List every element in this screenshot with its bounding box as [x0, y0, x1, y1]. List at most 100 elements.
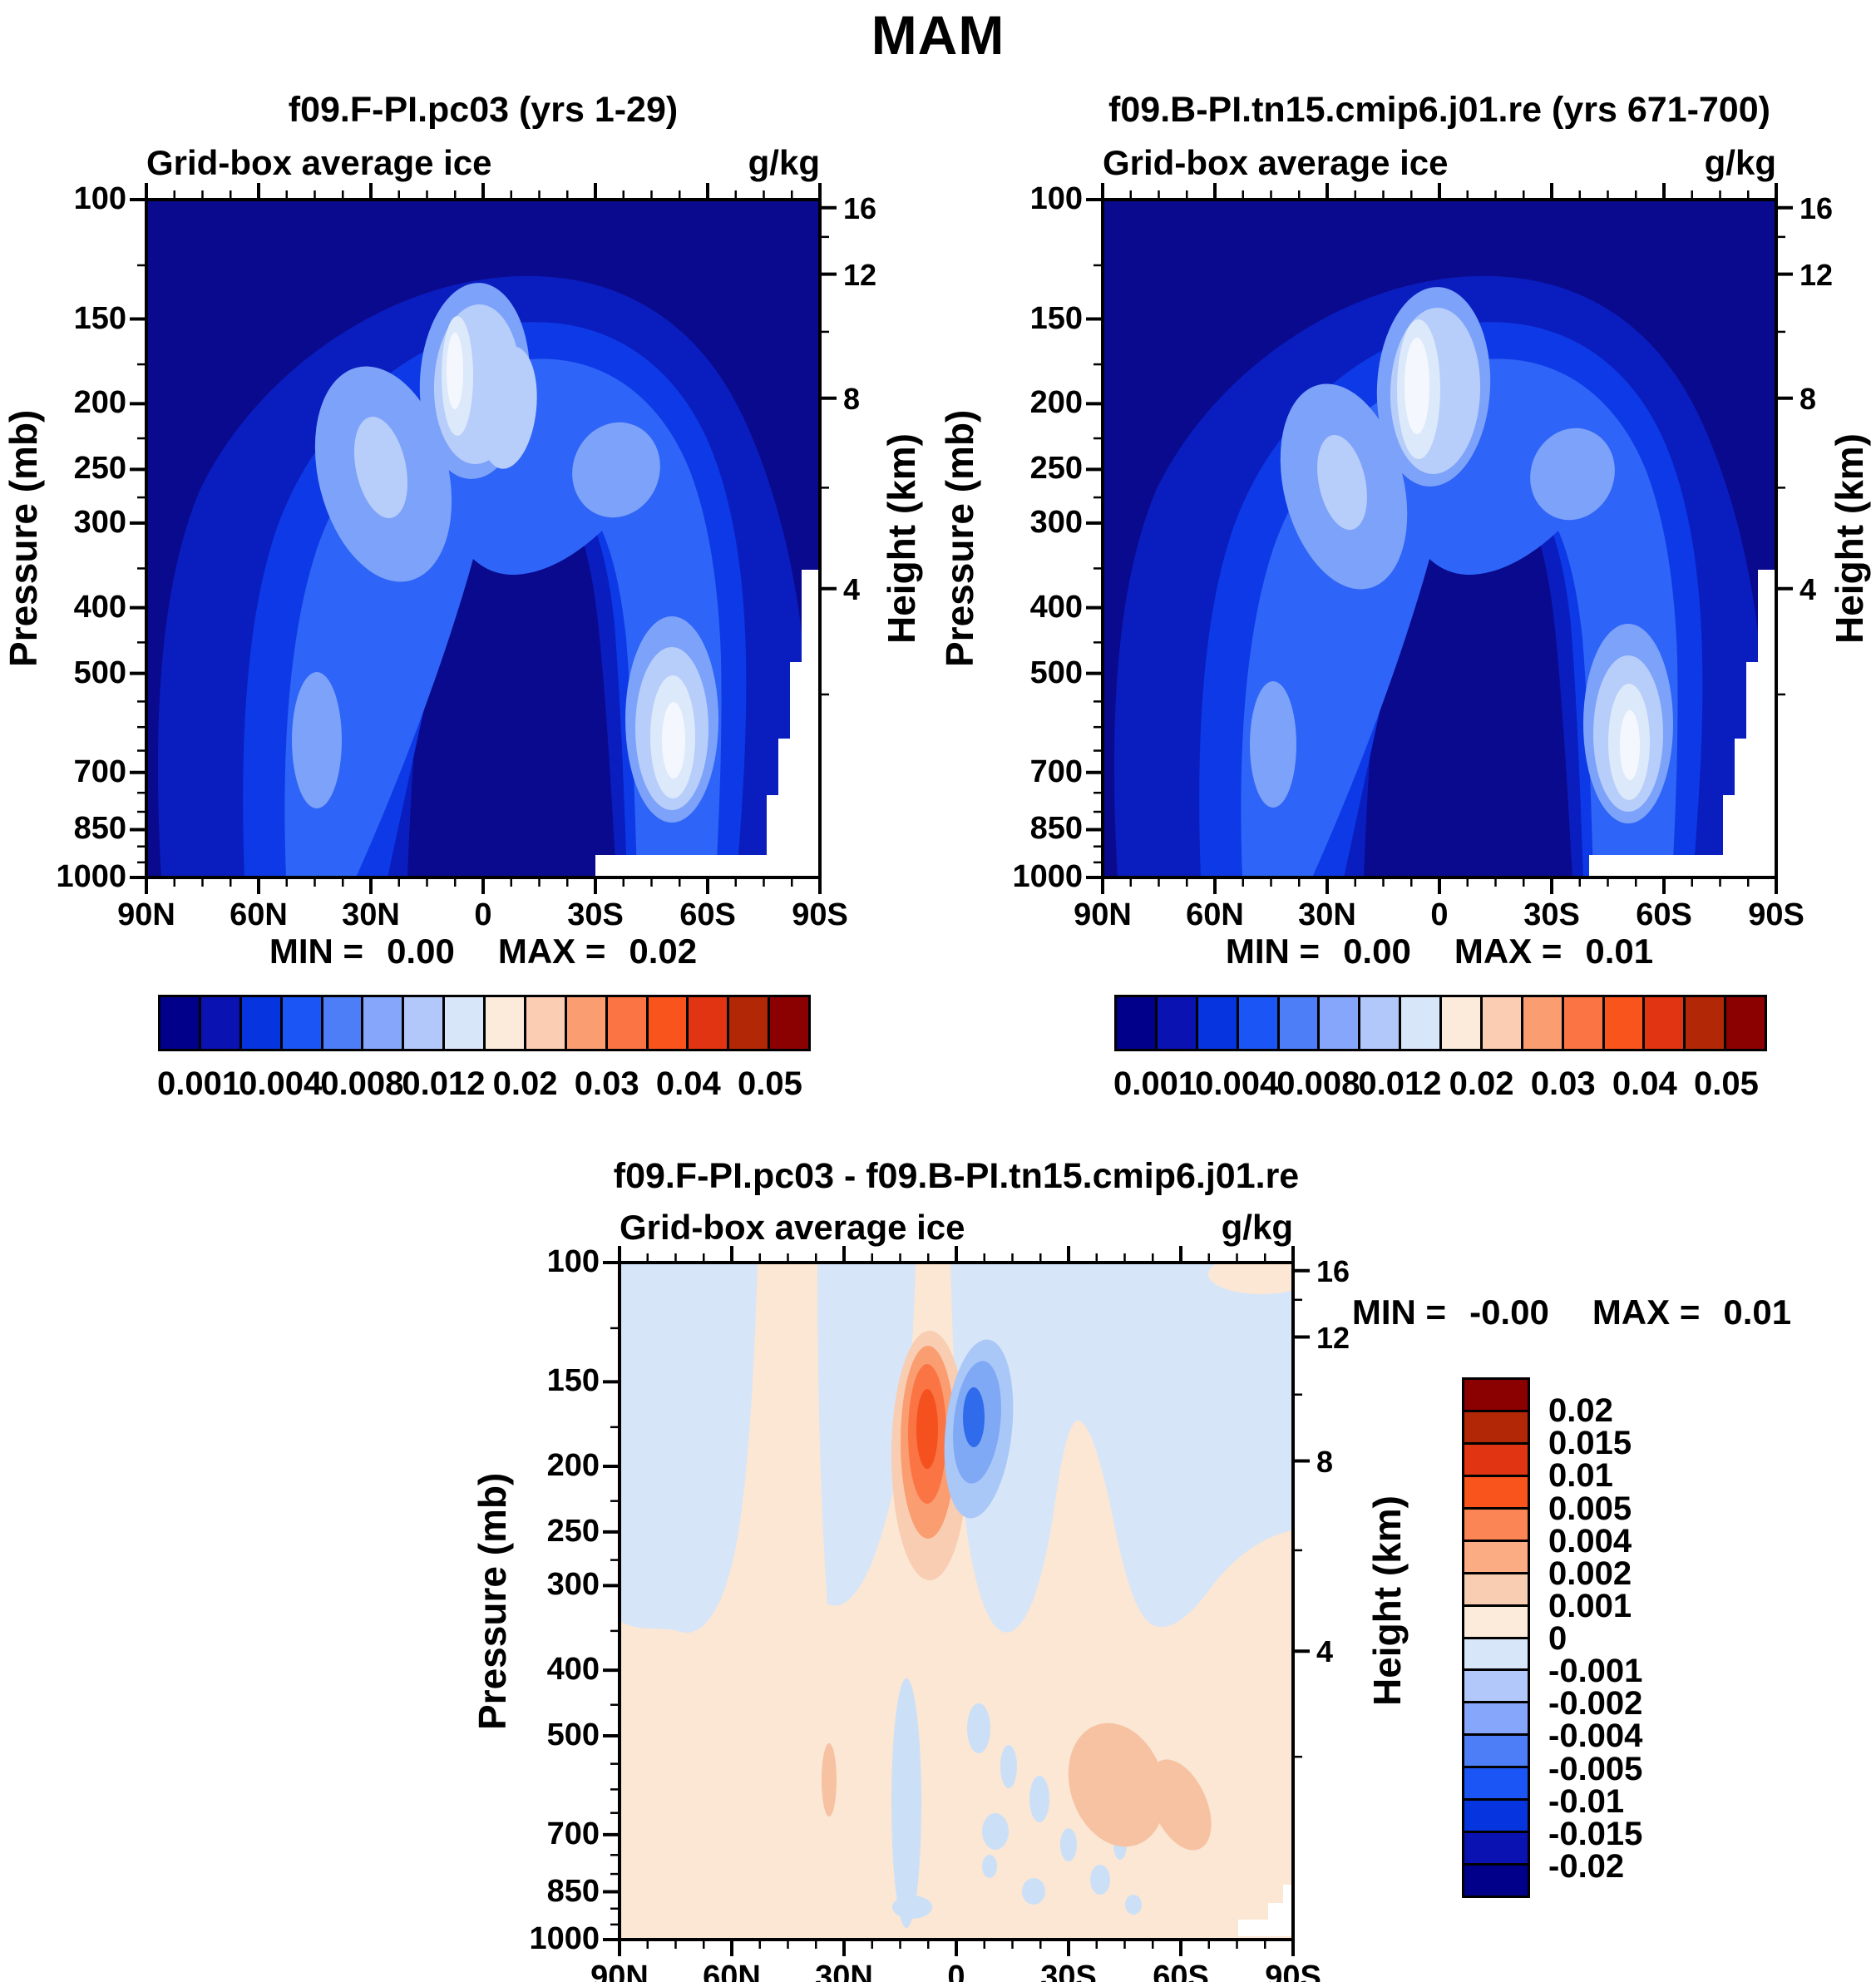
pressure-tick-label: 300	[546, 1567, 600, 1603]
colorbar-cell	[1464, 1509, 1528, 1542]
pressure-tick-label: 850	[546, 1873, 600, 1909]
colorbar-cell	[1464, 1411, 1528, 1445]
min-label: MIN =	[1225, 932, 1321, 971]
latitude-tick-label: 0	[1430, 897, 1449, 932]
latitude-tick-label: 60N	[230, 897, 288, 932]
colorbar-cell	[607, 997, 649, 1049]
colorbar-cell	[1464, 1833, 1528, 1866]
colorbar-cell	[526, 997, 567, 1049]
diff-colorbar-value-label: 0.004	[1548, 1522, 1632, 1559]
colorbar-cell	[241, 997, 283, 1049]
panel-diff-units: g/kg	[1221, 1208, 1293, 1247]
colorbar-cell	[566, 997, 608, 1049]
max-value: 0.02	[629, 932, 698, 971]
contour-level-0.006	[572, 422, 660, 518]
colorbar-cell	[729, 997, 771, 1049]
contour-level-0.008	[353, 417, 408, 518]
diff-colorbar-value-label: 0	[1548, 1620, 1567, 1657]
pressure-tick-label: 850	[73, 811, 126, 847]
height-tick-label: 16	[1316, 1253, 1350, 1288]
diff-positive-anomaly-core	[916, 1389, 938, 1469]
diff-negative-anomaly-core	[963, 1387, 985, 1447]
colorbar-value-label: 0.02	[1449, 1065, 1514, 1102]
max-value: 0.01	[1585, 932, 1654, 971]
panel-right-title: f09.B-PI.tn15.cmip6.j01.re (yrs 671-700)	[1108, 90, 1770, 130]
contour-plot-diff	[603, 1246, 1310, 1956]
diff-speckle	[1000, 1745, 1017, 1788]
colorbar-cell	[1686, 997, 1727, 1049]
panel-left-title: f09.F-PI.pc03 (yrs 1-29)	[288, 90, 679, 130]
height-tick-label: 12	[1316, 1320, 1350, 1355]
colorbar-cell	[1117, 997, 1158, 1049]
height-tick-label: 4	[1316, 1634, 1334, 1669]
colorbar-cell	[282, 997, 323, 1049]
colorbar-cell	[1197, 997, 1239, 1049]
colorbar-value-label: 0.012	[402, 1065, 486, 1102]
panel-left-units: g/kg	[748, 143, 820, 182]
height-tick-label: 8	[1799, 381, 1817, 416]
panel-right-pressure-axis-label: Pressure (mb)	[938, 409, 981, 668]
height-tick-label: 16	[843, 190, 877, 225]
height-tick-label: 8	[1316, 1444, 1334, 1479]
panel-right-minmax: MIN = 0.00 MAX = 0.01	[1103, 932, 1776, 971]
colorbar-cell	[1464, 1444, 1528, 1477]
colorbar-cell	[1464, 1736, 1528, 1769]
pressure-tick-label: 250	[73, 451, 126, 487]
diff-negative-region	[817, 1263, 916, 1606]
latitude-tick-label: 0	[947, 1960, 965, 1982]
colorbar-cell	[1360, 997, 1402, 1049]
pressure-tick-label: 850	[1029, 811, 1083, 847]
diff-colorbar-value-label: 0.005	[1548, 1490, 1632, 1527]
terrain-cutout	[595, 570, 820, 877]
colorbar-cell	[1401, 997, 1442, 1049]
diff-colorbar-value-label: -0.001	[1548, 1653, 1643, 1690]
height-tick-label: 4	[843, 571, 861, 606]
colorbar-cell	[486, 997, 526, 1049]
colorbar-cell	[1464, 1703, 1528, 1737]
panel-right-height-axis-label: Height (km)	[1828, 433, 1871, 644]
contour-level-0.016	[662, 702, 685, 778]
diff-negative-region	[950, 1263, 1293, 1633]
axis-ticks	[603, 1246, 1310, 1956]
diff-colorbar-value-label: 0.01	[1548, 1457, 1613, 1495]
colorbar-value-label: 0.001	[157, 1065, 241, 1102]
min-value: -0.00	[1469, 1293, 1549, 1332]
colorbar-value-label: 0.04	[1612, 1065, 1677, 1102]
colorbar-cell	[1464, 1801, 1528, 1834]
colorbar-cell	[160, 997, 201, 1049]
pressure-tick-label: 150	[73, 300, 126, 336]
pressure-tick-label: 400	[73, 589, 126, 625]
colorbar-value-label: 0.03	[574, 1065, 639, 1102]
diff-colorbar-value-label: -0.004	[1548, 1718, 1643, 1755]
colorbar-cell	[1464, 1476, 1528, 1510]
max-label: MAX =	[1454, 932, 1563, 971]
latitude-tick-label: 30N	[1298, 897, 1356, 932]
diff-speckle	[982, 1813, 1009, 1850]
panel-left-minmax: MIN = 0.00 MAX = 0.02	[146, 932, 820, 971]
colorbar-cell	[1442, 997, 1483, 1049]
diff-speckle	[982, 1855, 997, 1878]
colorbar-cell	[1464, 1768, 1528, 1802]
pressure-tick-label: 500	[1029, 655, 1083, 690]
pressure-tick-label: 200	[1029, 385, 1083, 421]
panel-left-height-axis-label: Height (km)	[880, 433, 923, 644]
colorbar-cell	[689, 997, 730, 1049]
latitude-tick-label: 90S	[792, 897, 848, 932]
colorbar-value-label: 0.012	[1358, 1065, 1442, 1102]
max-label: MAX =	[497, 932, 606, 971]
pressure-tick-label: 700	[73, 754, 126, 789]
pressure-tick-label: 250	[546, 1513, 600, 1549]
colorbar-value-label: 0.004	[239, 1065, 323, 1102]
latitude-tick-label: 60S	[1153, 1960, 1209, 1982]
contour-level-0.008	[479, 346, 537, 469]
max-value: 0.01	[1723, 1293, 1792, 1332]
colorbar-cell	[445, 997, 486, 1049]
pressure-tick-label: 100	[546, 1244, 600, 1279]
colorbar-cell	[1464, 1574, 1528, 1607]
panel-diff-title: f09.F-PI.pc03 - f09.B-PI.tn15.cmip6.j01.…	[613, 1156, 1300, 1196]
latitude-tick-label: 30S	[1523, 897, 1580, 932]
diff-positive-streak	[822, 1743, 837, 1816]
panel-left-field-label: Grid-box average ice	[146, 143, 492, 182]
diff-positive-patch	[1208, 1263, 1293, 1294]
diff-speckle	[892, 1896, 932, 1919]
